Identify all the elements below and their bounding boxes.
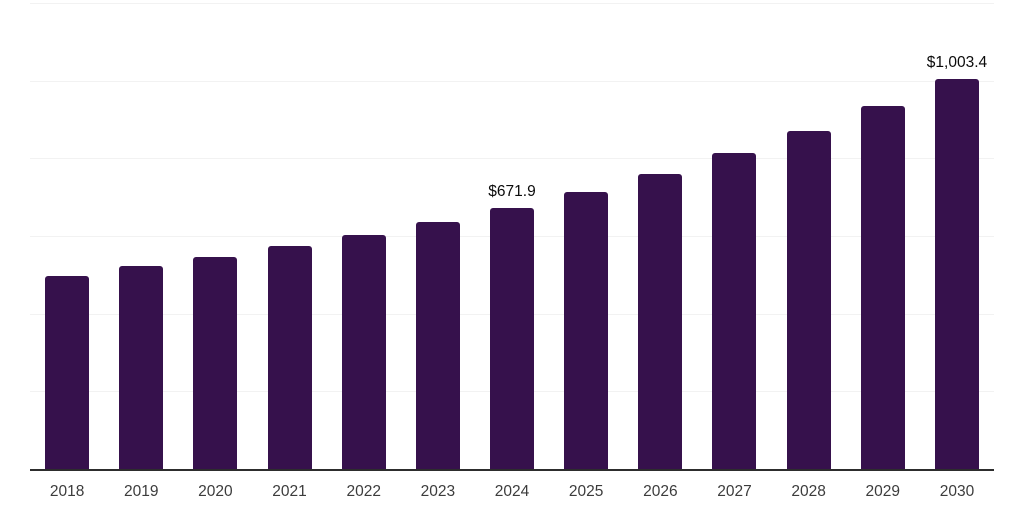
bar-slot xyxy=(30,3,104,469)
bar-2023 xyxy=(415,222,460,469)
bar-2027 xyxy=(712,153,757,469)
x-tick-label-2021: 2021 xyxy=(272,483,307,500)
x-tick-label-2024: 2024 xyxy=(494,483,530,500)
gridline xyxy=(30,158,994,160)
x-axis-line xyxy=(30,469,994,471)
bar-slot xyxy=(846,3,920,469)
x-tick-label-2025: 2025 xyxy=(568,483,604,500)
bar-slot: $671.9 xyxy=(475,3,549,469)
bar-2019 xyxy=(119,266,164,469)
gridline xyxy=(30,80,994,82)
bar-slot xyxy=(697,3,771,469)
x-tick-label-2028: 2028 xyxy=(791,483,826,500)
plot-area: $671.9 $1,003.4 xyxy=(30,3,994,471)
x-tick-label-2026: 2026 xyxy=(643,483,678,500)
bar-2029 xyxy=(860,106,905,469)
bar-2020 xyxy=(193,257,238,469)
x-tick-label-2020: 2020 xyxy=(198,483,233,500)
bar-2022 xyxy=(341,235,386,469)
bar-2021 xyxy=(267,245,312,469)
x-tick-label-2027: 2027 xyxy=(717,483,752,500)
value-label-2024: $671.9 xyxy=(488,183,536,201)
value-label-2030: $1,003.4 xyxy=(926,54,988,72)
bar-2026 xyxy=(638,173,683,469)
x-tick-label-2019: 2019 xyxy=(123,483,159,500)
x-tick-label-2029: 2029 xyxy=(865,483,901,500)
x-tick-label-2018: 2018 xyxy=(49,483,85,500)
bar-slot: $1,003.4 xyxy=(920,3,994,469)
bar-slot xyxy=(772,3,846,469)
gridline xyxy=(30,3,994,4)
bar-slot xyxy=(401,3,475,469)
bar-slot xyxy=(252,3,326,469)
bar-2028 xyxy=(786,131,831,469)
bar-2030: $1,003.4 xyxy=(927,54,987,469)
bar-slot xyxy=(178,3,252,469)
bar-2024: $671.9 xyxy=(488,183,536,469)
x-tick-label-2022: 2022 xyxy=(346,483,381,500)
x-tick-label-2023: 2023 xyxy=(420,483,456,500)
bar-slot xyxy=(327,3,401,469)
x-axis-labels: 2018 2019 2020 2021 2022 2023 2024 2025 2026 2027… xyxy=(30,483,994,501)
bar-slot xyxy=(549,3,623,469)
x-tick-label-2030: 2030 xyxy=(939,483,975,500)
bar-slot xyxy=(104,3,178,469)
bar-slot xyxy=(623,3,697,469)
bar-2018 xyxy=(45,276,90,469)
bars: $671.9 $1,003.4 xyxy=(30,3,994,469)
bar-2025 xyxy=(564,191,609,469)
